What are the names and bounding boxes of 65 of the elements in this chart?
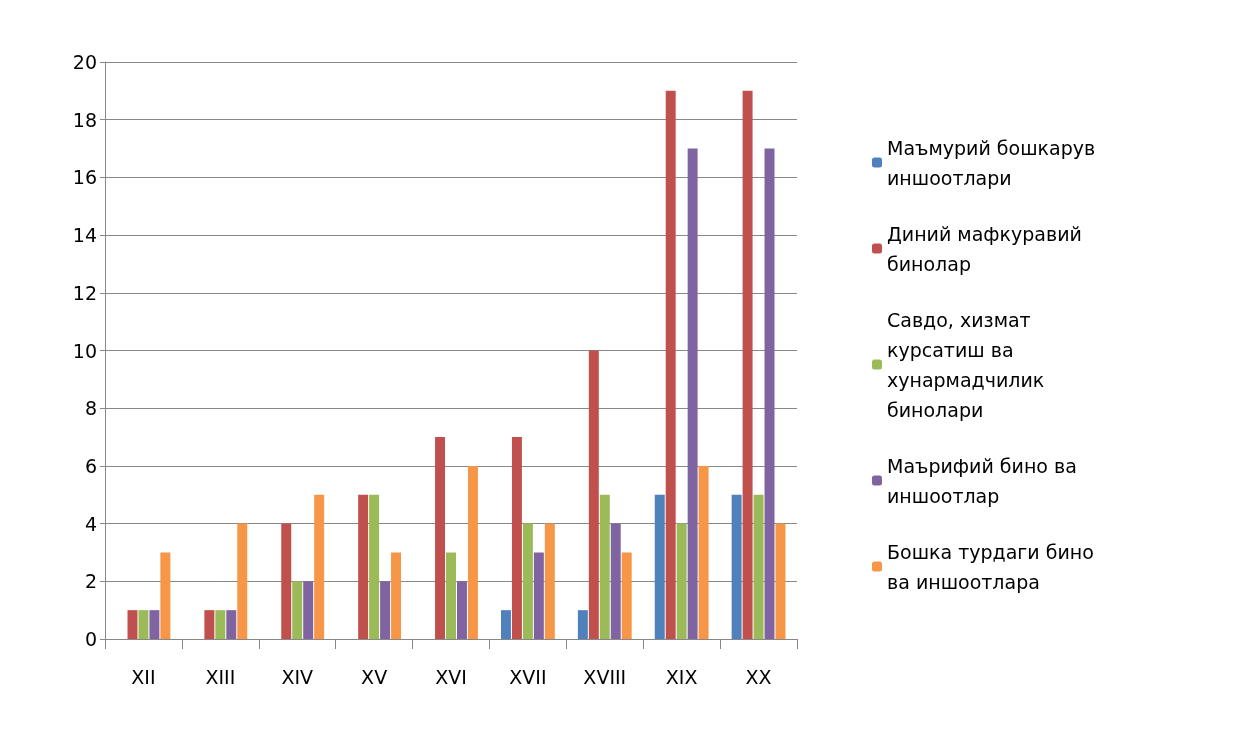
x-tick-label: XII: [131, 665, 156, 688]
x-tick-label: XVIII: [583, 665, 627, 688]
bar: [753, 494, 764, 639]
bar: [577, 610, 588, 639]
bar: [303, 581, 314, 639]
bar: [358, 494, 369, 639]
bar: [775, 523, 786, 639]
bar: [314, 494, 325, 639]
y-tick-label: 18: [72, 108, 97, 131]
legend-label: Савдо, хизмат курсатиш ва хунармадчилик бинолари: [887, 308, 1051, 421]
x-tick-label: XIII: [205, 665, 236, 688]
y-tick-label: 14: [72, 224, 97, 247]
bar: [511, 437, 522, 639]
bar: [687, 148, 698, 639]
bar: [665, 90, 676, 639]
bar: [149, 610, 160, 639]
bar: [654, 494, 665, 639]
bar: [226, 610, 237, 639]
y-tick-label: 6: [84, 454, 97, 477]
bar: [380, 581, 391, 639]
legend-label: Маъмурий бошкарув иншоотлари: [887, 136, 1102, 189]
bar: [391, 552, 402, 639]
bar: [764, 148, 775, 639]
bar: [237, 523, 248, 639]
y-tick-label: 16: [72, 166, 97, 189]
bar: [522, 523, 533, 639]
bar: [127, 610, 138, 639]
x-tick-label: XIX: [665, 665, 698, 688]
bar: [292, 581, 303, 639]
bar: [588, 350, 599, 639]
y-tick-label: 2: [84, 570, 97, 593]
bar: [599, 494, 610, 639]
bar: [500, 610, 511, 639]
bar: [621, 552, 632, 639]
y-tick-label: 20: [72, 51, 97, 73]
bar: [731, 494, 742, 639]
bar: [435, 437, 446, 639]
legend-label: Бошка турдаги бино ва иншоотлара: [887, 540, 1100, 593]
bar: [676, 523, 687, 639]
bar: [369, 494, 380, 639]
y-tick-label: 8: [84, 397, 97, 420]
bar: [204, 610, 215, 639]
legend-label: Диний мафкуравий бинолар: [887, 222, 1088, 275]
bar: [544, 523, 555, 639]
bar: [456, 581, 467, 639]
bar: [698, 465, 709, 639]
y-tick-label: 4: [84, 512, 97, 535]
bar: [742, 90, 753, 639]
x-tick-label: XIV: [281, 665, 314, 688]
bar: [160, 552, 171, 639]
y-tick-label: 0: [84, 628, 97, 650]
bar: [446, 552, 456, 639]
bar: [215, 610, 226, 639]
bar: [467, 465, 478, 639]
bar: [138, 610, 149, 639]
bar: [610, 523, 621, 639]
x-tick-label: XV: [361, 665, 388, 688]
legend-label: Маърифий бино ва иншоотлар: [887, 454, 1083, 507]
bar: [281, 523, 292, 639]
y-tick-label: 10: [72, 339, 97, 362]
x-tick-label: XVII: [509, 665, 547, 688]
x-tick-label: XX: [745, 665, 772, 688]
y-tick-label: 12: [72, 281, 97, 304]
bar: [533, 552, 544, 639]
x-tick-label: XVI: [435, 665, 467, 688]
